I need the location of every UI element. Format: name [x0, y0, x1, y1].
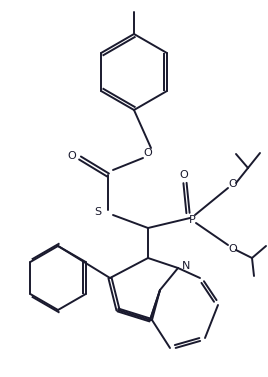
- Text: N: N: [182, 261, 190, 271]
- Text: O: O: [68, 151, 76, 161]
- Text: P: P: [189, 215, 195, 225]
- Text: S: S: [94, 207, 102, 217]
- Text: O: O: [229, 244, 237, 254]
- Text: O: O: [229, 179, 237, 189]
- Text: O: O: [144, 148, 152, 158]
- Text: O: O: [180, 170, 188, 180]
